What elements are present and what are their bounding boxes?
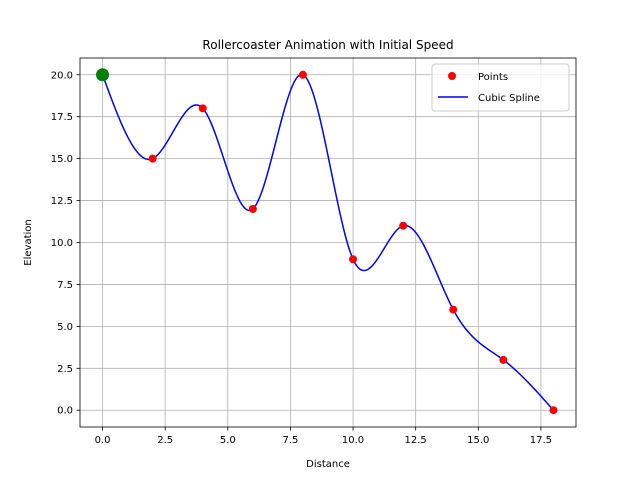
- y-tick-label: 12.5: [51, 196, 73, 207]
- data-point: [148, 154, 157, 163]
- legend-box: [431, 63, 570, 112]
- x-tick-label: 7.5: [282, 435, 298, 446]
- x-tick-label: 10.0: [342, 435, 364, 446]
- data-point: [248, 204, 257, 213]
- x-tick-label: 15.0: [467, 435, 489, 446]
- y-tick-label: 0.0: [57, 406, 73, 417]
- y-axis-label: Elevation: [23, 219, 34, 265]
- legend-spline-label: Cubic Spline: [478, 93, 540, 104]
- y-tick-label: 10.0: [51, 238, 73, 249]
- data-point: [399, 221, 408, 230]
- data-point: [198, 104, 207, 113]
- y-tick-label: 2.5: [57, 364, 73, 375]
- x-tick-label: 5.0: [220, 435, 236, 446]
- data-point: [298, 70, 307, 79]
- y-tick-label: 5.0: [57, 322, 73, 333]
- y-tick-label: 15.0: [51, 154, 73, 165]
- marker-layer: [96, 68, 110, 82]
- tick-layer: 0.0 2.5 5.0 7.5 10.0 12.5 15.0 17.5 0.0 2.5 5.0 7.5…: [51, 70, 552, 446]
- x-tick-label: 17.5: [530, 435, 552, 446]
- y-tick-label: 20.0: [51, 70, 73, 81]
- cart-marker: [96, 68, 110, 82]
- spline-curve: [101, 73, 555, 411]
- x-axis-label: Distance: [306, 459, 350, 470]
- chart-title: Rollercoaster Animation with Initial Spe…: [202, 38, 453, 52]
- y-tick-label: 7.5: [57, 280, 73, 291]
- data-point: [499, 355, 508, 364]
- data-point: [349, 255, 358, 264]
- data-point: [549, 406, 558, 415]
- data-point: [449, 305, 458, 314]
- y-tick-label: 17.5: [51, 112, 73, 123]
- legend-points-label: Points: [478, 72, 508, 83]
- x-tick-label: 12.5: [405, 435, 427, 446]
- x-tick-label: 2.5: [157, 435, 173, 446]
- legend: Points Cubic Spline: [431, 63, 570, 112]
- spline-layer: [101, 73, 555, 411]
- x-tick-label: 0.0: [95, 435, 111, 446]
- legend-points-marker: [448, 72, 456, 80]
